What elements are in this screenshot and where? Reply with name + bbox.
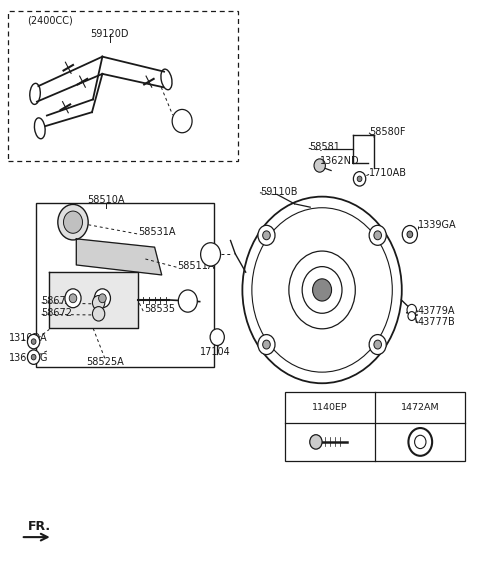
Circle shape xyxy=(172,109,192,133)
Text: 58535: 58535 xyxy=(144,305,175,314)
Circle shape xyxy=(407,231,413,238)
Text: 1472AM: 1472AM xyxy=(401,403,440,412)
Text: 1339GA: 1339GA xyxy=(418,220,456,230)
Text: 58672: 58672 xyxy=(42,309,72,318)
Text: 58581: 58581 xyxy=(309,142,340,152)
Text: 59110B: 59110B xyxy=(260,187,298,196)
Text: 58580F: 58580F xyxy=(369,127,406,137)
Circle shape xyxy=(312,279,332,301)
Circle shape xyxy=(31,355,36,360)
Text: 59120D: 59120D xyxy=(90,29,129,39)
Text: A: A xyxy=(179,117,185,126)
Circle shape xyxy=(93,296,105,310)
Text: 1310DA: 1310DA xyxy=(9,333,47,343)
Polygon shape xyxy=(49,272,138,328)
Text: FR.: FR. xyxy=(27,519,50,532)
Circle shape xyxy=(263,340,270,349)
Circle shape xyxy=(27,334,40,349)
Circle shape xyxy=(63,211,83,233)
Circle shape xyxy=(252,208,392,372)
Circle shape xyxy=(407,305,417,315)
Polygon shape xyxy=(76,239,162,275)
Text: 1710AB: 1710AB xyxy=(369,168,407,178)
Circle shape xyxy=(179,290,197,312)
Circle shape xyxy=(98,294,106,303)
Text: 58510A: 58510A xyxy=(87,195,125,205)
Text: 1360GG: 1360GG xyxy=(9,353,48,364)
Circle shape xyxy=(374,340,382,349)
Circle shape xyxy=(31,339,36,344)
Text: 58511A: 58511A xyxy=(178,260,215,270)
Circle shape xyxy=(302,266,342,313)
Circle shape xyxy=(201,243,220,266)
Bar xyxy=(36,203,214,366)
Text: 58531A: 58531A xyxy=(138,227,176,237)
Circle shape xyxy=(65,289,81,308)
Bar xyxy=(285,392,466,461)
Circle shape xyxy=(69,294,77,303)
Circle shape xyxy=(310,435,322,449)
Circle shape xyxy=(58,204,88,240)
Circle shape xyxy=(408,311,416,320)
Circle shape xyxy=(408,428,432,456)
Circle shape xyxy=(258,334,275,355)
Circle shape xyxy=(210,329,224,346)
Circle shape xyxy=(289,251,355,329)
Text: 58525A: 58525A xyxy=(86,357,124,366)
Text: A: A xyxy=(207,250,214,259)
Text: 17104: 17104 xyxy=(200,347,230,357)
Text: 58672: 58672 xyxy=(42,296,72,306)
Circle shape xyxy=(263,231,270,240)
Circle shape xyxy=(357,176,362,182)
Circle shape xyxy=(242,196,402,383)
Bar xyxy=(8,11,238,161)
Circle shape xyxy=(27,350,40,365)
Circle shape xyxy=(314,159,325,172)
Circle shape xyxy=(402,226,418,243)
Circle shape xyxy=(93,307,105,321)
Circle shape xyxy=(95,289,110,308)
Text: 43779A: 43779A xyxy=(418,306,456,316)
Text: 43777B: 43777B xyxy=(418,317,456,327)
Text: (2400CC): (2400CC) xyxy=(27,16,73,26)
Circle shape xyxy=(369,226,386,245)
Circle shape xyxy=(353,172,366,186)
Text: 1140EP: 1140EP xyxy=(312,403,348,412)
Circle shape xyxy=(415,435,426,449)
Text: 1362ND: 1362ND xyxy=(320,155,360,165)
Circle shape xyxy=(258,226,275,245)
Circle shape xyxy=(374,231,382,240)
Circle shape xyxy=(369,334,386,355)
